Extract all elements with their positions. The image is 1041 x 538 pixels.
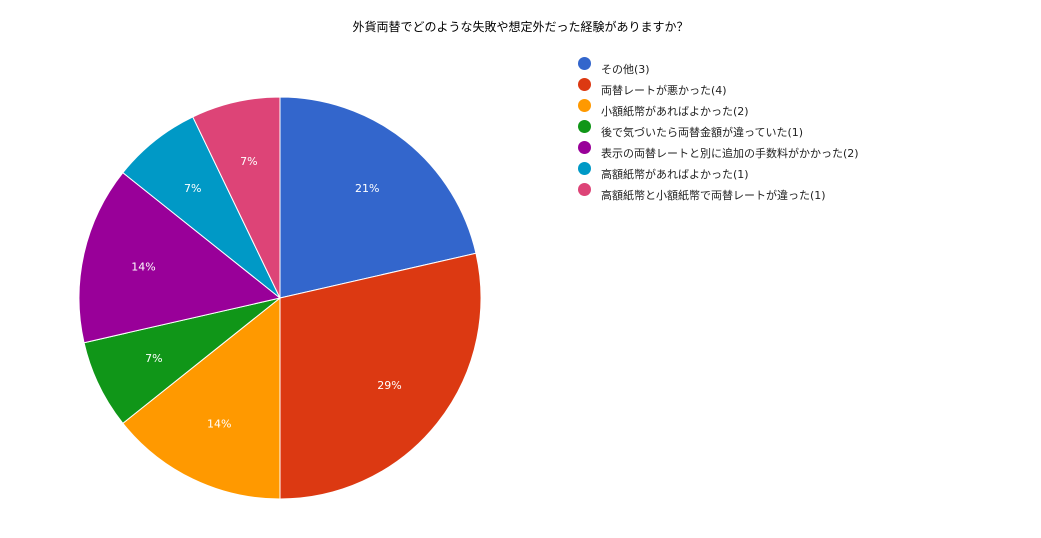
- legend-swatch: [578, 120, 591, 133]
- legend-label: 小額紙幣があればよかった(2): [601, 104, 749, 118]
- pie-slice[interactable]: [122, 296, 281, 500]
- chart-title: 外貨両替でどのような失敗や想定外だった経験がありますか？: [352, 20, 689, 34]
- legend-swatch: [578, 99, 591, 112]
- pie-slice[interactable]: [78, 171, 282, 344]
- legend-item[interactable]: 高額紙幣があればよかった(1): [578, 161, 859, 182]
- legend-label: 高額紙幣があればよかった(1): [601, 167, 749, 181]
- slice-percent-label: 29%: [377, 379, 401, 392]
- legend-swatch: [578, 57, 591, 70]
- legend-swatch: [578, 183, 591, 196]
- pie-slice[interactable]: [279, 252, 482, 500]
- legend-label: 表示の両替レートと別に追加の手数料がかかった(2): [601, 146, 859, 160]
- legend-item[interactable]: 後で気づいたら両替金額が違っていた(1): [578, 119, 859, 140]
- pie-slice[interactable]: [192, 96, 281, 299]
- slice-percent-label: 21%: [355, 182, 379, 195]
- legend-label: 高額紙幣と小額紙幣で両替レートが違った(1): [601, 188, 826, 202]
- slice-percent-label: 7%: [184, 182, 201, 195]
- legend-item[interactable]: その他(3): [578, 56, 859, 77]
- legend-swatch: [578, 78, 591, 91]
- legend-swatch: [578, 141, 591, 154]
- legend-item[interactable]: 表示の両替レートと別に追加の手数料がかかった(2): [578, 140, 859, 161]
- slice-percent-label: 7%: [240, 155, 257, 168]
- legend-item[interactable]: 両替レートが悪かった(4): [578, 77, 859, 98]
- chart-legend: その他(3) 両替レートが悪かった(4) 小額紙幣があればよかった(2) 後で気づいた…: [578, 56, 859, 203]
- slice-percent-label: 7%: [145, 352, 162, 365]
- slice-percent-label: 14%: [207, 418, 231, 431]
- legend-swatch: [578, 162, 591, 175]
- legend-label: 両替レートが悪かった(4): [601, 83, 727, 97]
- legend-label: 後で気づいたら両替金額が違っていた(1): [601, 125, 804, 139]
- legend-label: その他(3): [601, 62, 650, 76]
- pie-slice[interactable]: [279, 96, 477, 299]
- legend-item[interactable]: 高額紙幣と小額紙幣で両替レートが違った(1): [578, 182, 859, 203]
- slice-percent-label: 14%: [131, 260, 155, 273]
- legend-item[interactable]: 小額紙幣があればよかった(2): [578, 98, 859, 119]
